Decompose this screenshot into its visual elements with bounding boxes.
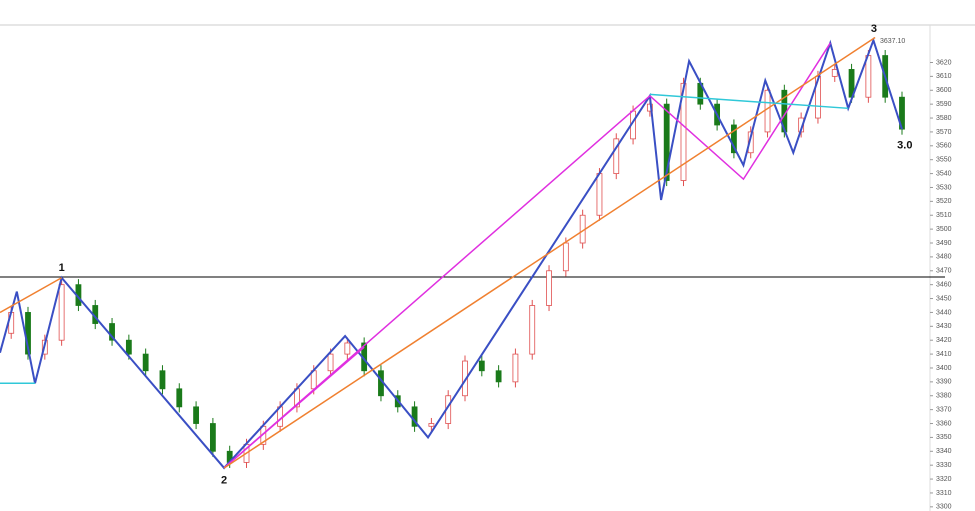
y-tick-label: 3380 — [936, 393, 952, 400]
candle-body — [176, 388, 183, 408]
candle-body — [613, 138, 620, 174]
candle-body — [529, 305, 536, 355]
candle-body — [344, 342, 351, 355]
candle-body — [747, 131, 754, 154]
y-tick-label: 3420 — [936, 337, 952, 344]
candle-body — [327, 353, 334, 372]
candle-body — [142, 353, 149, 372]
price-label: 3637.10 — [880, 38, 905, 45]
y-tick-label: 3330 — [936, 462, 952, 469]
candle-body — [596, 173, 603, 216]
y-tick-label: 3460 — [936, 282, 952, 289]
y-tick-label: 3530 — [936, 184, 952, 191]
candle-body — [159, 370, 166, 390]
y-tick-label: 3300 — [936, 504, 952, 511]
y-tick-label: 3400 — [936, 365, 952, 372]
candle-body — [193, 406, 199, 424]
candle-body — [478, 360, 485, 372]
candle-body — [680, 82, 687, 181]
y-tick-label: 3470 — [936, 268, 952, 275]
y-tick-label: 3430 — [936, 323, 952, 330]
y-tick-label: 3320 — [936, 476, 952, 483]
y-tick-label: 3350 — [936, 434, 952, 441]
y-tick-label: 3500 — [936, 226, 952, 233]
y-tick-label: 3570 — [936, 129, 952, 136]
annotation: 2 — [221, 474, 227, 486]
y-tick-label: 3580 — [936, 115, 952, 122]
y-tick-label: 3600 — [936, 87, 952, 94]
candle-body — [865, 55, 872, 98]
y-tick-label: 3390 — [936, 379, 952, 386]
y-tick-label: 3560 — [936, 143, 952, 150]
annotation: 1 — [59, 262, 65, 274]
trend-line — [223, 346, 365, 469]
y-tick-label: 3590 — [936, 101, 952, 108]
trend-line — [0, 277, 62, 314]
trend-line — [223, 36, 876, 469]
y-tick-label: 3360 — [936, 420, 952, 427]
candle-body — [663, 103, 670, 181]
y-tick-label: 3610 — [936, 73, 952, 80]
y-tick-label: 3440 — [936, 309, 952, 316]
candle-body — [815, 75, 821, 119]
candle-body — [495, 370, 502, 383]
candle-body — [428, 423, 435, 427]
y-tick-label: 3490 — [936, 240, 952, 247]
y-tick-label: 3410 — [936, 351, 952, 358]
y-tick-label: 3550 — [936, 157, 952, 164]
y-tick-label: 3510 — [936, 212, 952, 219]
y-tick-label: 3340 — [936, 448, 952, 455]
candle-body — [546, 270, 552, 306]
annotation: 3.0 — [897, 140, 912, 152]
candle-body — [562, 242, 569, 272]
candle-body — [209, 423, 216, 452]
annotation: 3 — [871, 23, 877, 35]
trend-line — [649, 93, 849, 110]
y-tick-label: 3540 — [936, 170, 952, 177]
candle-body — [58, 284, 65, 341]
candle-body — [764, 89, 771, 133]
candle-body — [831, 69, 838, 77]
y-tick-label: 3620 — [936, 59, 952, 66]
candle-body — [125, 339, 132, 355]
candle-body — [512, 353, 519, 383]
candle-body — [109, 323, 115, 341]
y-tick-label: 3370 — [936, 406, 952, 413]
y-tick-label: 3520 — [936, 198, 952, 205]
candle-body — [731, 124, 737, 154]
y-tick-label: 3310 — [936, 490, 952, 497]
y-tick-label: 3450 — [936, 295, 952, 302]
y-tick-label: 3480 — [936, 254, 952, 261]
trend-line — [223, 42, 831, 469]
trend-line — [0, 37, 903, 470]
